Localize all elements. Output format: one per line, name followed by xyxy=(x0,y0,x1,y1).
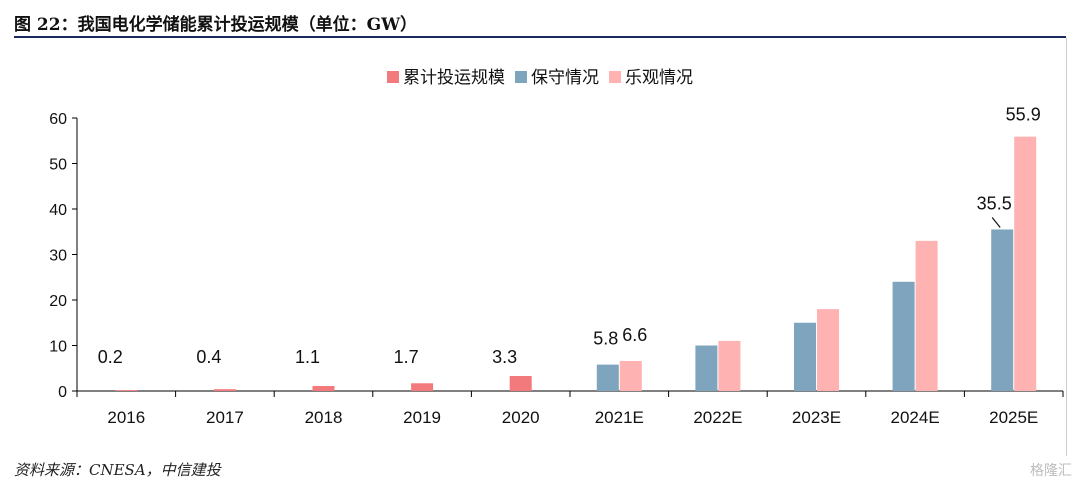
x-tick-label: 2018 xyxy=(305,408,343,427)
bar-累计投运规模-2018 xyxy=(312,385,335,391)
legend-item-label: 保守情况 xyxy=(531,68,599,87)
y-tick-label: 30 xyxy=(49,248,67,265)
leader-line xyxy=(991,217,1001,228)
data-label: 35.5 xyxy=(977,193,1012,213)
y-tick-label: 40 xyxy=(49,202,67,219)
legend-swatch xyxy=(609,71,621,83)
x-tick-label: 2019 xyxy=(403,408,441,427)
x-tick-label: 2025E xyxy=(989,408,1038,427)
y-tick-label: 10 xyxy=(49,339,67,356)
x-tick-label: 2016 xyxy=(107,408,145,427)
y-tick-label: 50 xyxy=(49,157,67,174)
bar-累计投运规模-2020 xyxy=(509,375,532,391)
legend-swatch xyxy=(387,71,399,83)
data-label: 6.6 xyxy=(622,325,647,345)
bar-保守情况-2021E xyxy=(596,364,619,391)
x-tick-label: 2023E xyxy=(792,408,841,427)
bar-保守情况-2022E xyxy=(695,345,718,391)
x-tick-label: 2022E xyxy=(693,408,742,427)
legend-item-label: 乐观情况 xyxy=(625,68,693,87)
data-label: 1.7 xyxy=(394,347,419,367)
chart-title: 图 22：我国电化学储能累计投运规模（单位：GW） xyxy=(14,15,418,35)
bar-保守情况-2023E xyxy=(794,322,816,391)
x-tick-label: 2024E xyxy=(891,408,940,427)
title-bar: 图 22：我国电化学储能累计投运规模（单位：GW） xyxy=(14,6,1066,38)
bar-乐观情况-2021E xyxy=(619,360,642,391)
bar-chart: 0 10 20 30 40 50 60 2016 2017 2018 2019 2020 2021E 20… xyxy=(49,68,1064,427)
watermark: 格隆汇 xyxy=(1030,463,1072,479)
x-tick-label: 2021E xyxy=(595,408,644,427)
bar-保守情况-2024E xyxy=(892,281,915,391)
bar-乐观情况-2024E xyxy=(915,240,938,391)
bar-累计投运规模-2019 xyxy=(411,383,434,391)
bar-乐观情况-2022E xyxy=(718,340,741,391)
x-tick-label: 2020 xyxy=(502,408,540,427)
legend-item-label: 累计投运规模 xyxy=(403,68,505,87)
y-tick-label: 0 xyxy=(58,384,67,401)
x-tick-label: 2017 xyxy=(206,408,244,427)
y-tick-label: 60 xyxy=(49,111,67,128)
data-label: 1.1 xyxy=(295,347,320,367)
data-label: 5.8 xyxy=(593,329,618,349)
data-label: 0.2 xyxy=(98,347,123,367)
data-label: 3.3 xyxy=(492,347,517,367)
legend-swatch xyxy=(515,71,527,83)
data-label: 55.9 xyxy=(1006,105,1041,125)
source-note: 资料来源：CNESA，中信建投 xyxy=(14,461,221,479)
bar-累计投运规模-2017 xyxy=(213,389,236,391)
bar-乐观情况-2023E xyxy=(817,309,839,391)
bar-保守情况-2025E xyxy=(991,229,1014,391)
chart-frame: 0 10 20 30 40 50 60 2016 2017 2018 2019 2020 2021E 20… xyxy=(14,38,1067,456)
bar-累计投运规模-2016 xyxy=(115,390,138,391)
bar-乐观情况-2025E xyxy=(1014,136,1037,391)
y-tick-label: 20 xyxy=(49,293,67,310)
data-label: 0.4 xyxy=(196,347,221,367)
